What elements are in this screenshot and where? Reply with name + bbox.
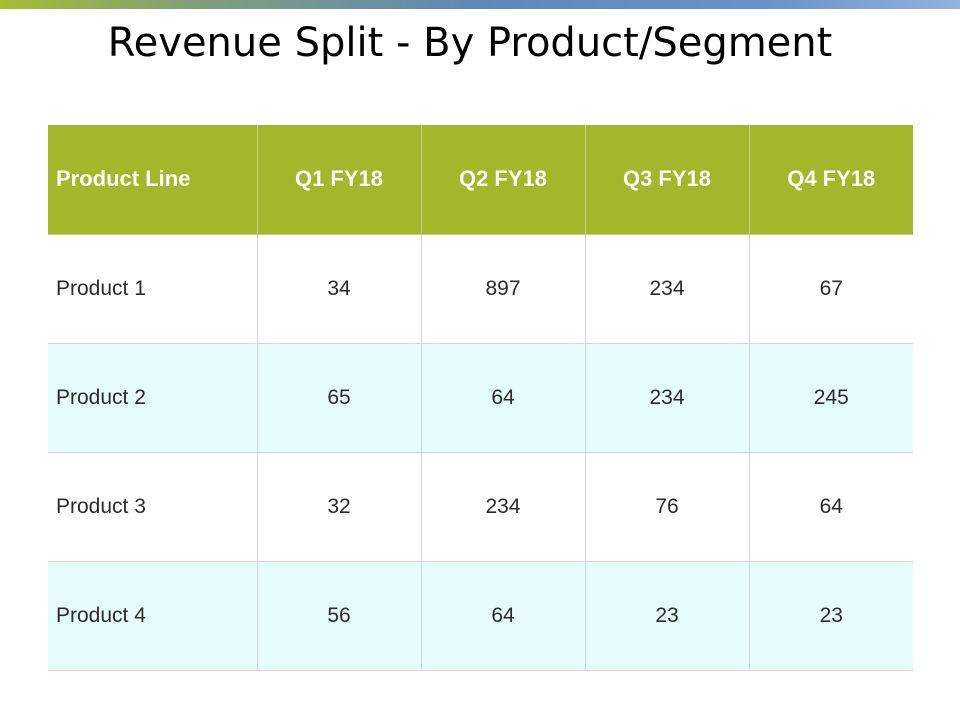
- table-row: Product 2 65 64 234 245: [48, 342, 913, 453]
- table-cell: 64: [748, 451, 913, 562]
- column-header-q1: Q1 FY18: [256, 125, 422, 235]
- table-cell: 76: [584, 451, 750, 562]
- column-header-q3: Q3 FY18: [584, 125, 750, 235]
- table-cell: 56: [256, 560, 422, 671]
- table-cell: 234: [584, 342, 750, 453]
- slide-title: Revenue Split - By Product/Segment: [107, 20, 833, 66]
- table-cell: 67: [748, 233, 913, 344]
- row-label: Product 2: [48, 342, 258, 453]
- table-cell: 897: [420, 233, 586, 344]
- column-header-q4: Q4 FY18: [748, 125, 913, 235]
- row-label: Product 4: [48, 560, 258, 671]
- row-label: Product 1: [48, 233, 258, 344]
- table-cell: 34: [256, 233, 422, 344]
- table-row: Product 4 56 64 23 23: [48, 560, 913, 671]
- top-accent-bar: [0, 0, 960, 9]
- table-cell: 234: [584, 233, 750, 344]
- table-cell: 23: [748, 560, 913, 671]
- row-label: Product 3: [48, 451, 258, 562]
- column-header-product-line: Product Line: [48, 125, 258, 235]
- table-cell: 23: [584, 560, 750, 671]
- table-cell: 32: [256, 451, 422, 562]
- table-row: Product 1 34 897 234 67: [48, 233, 913, 344]
- column-header-q2: Q2 FY18: [420, 125, 586, 235]
- table-cell: 64: [420, 342, 586, 453]
- table-cell: 234: [420, 451, 586, 562]
- table-row: Product 3 32 234 76 64: [48, 451, 913, 562]
- table-cell: 64: [420, 560, 586, 671]
- table-header-row: Product Line Q1 FY18 Q2 FY18 Q3 FY18 Q4 …: [48, 125, 913, 235]
- table-cell: 245: [748, 342, 913, 453]
- table-cell: 65: [256, 342, 422, 453]
- revenue-table: Product Line Q1 FY18 Q2 FY18 Q3 FY18 Q4 …: [48, 125, 913, 671]
